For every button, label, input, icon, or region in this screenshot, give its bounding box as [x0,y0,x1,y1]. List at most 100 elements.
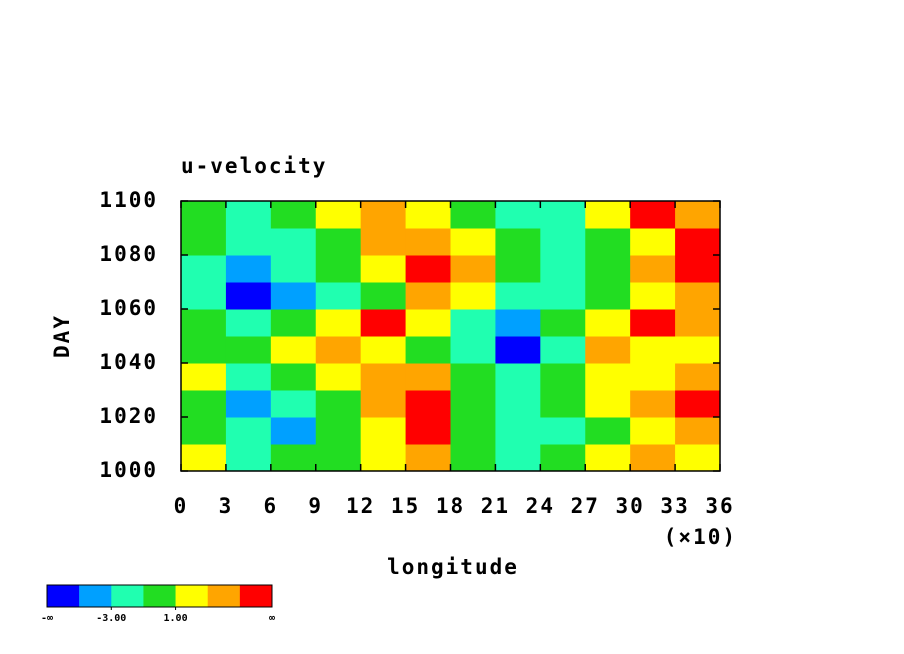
heatmap-cell [181,390,227,418]
heatmap-cell [270,255,317,283]
heatmap-cell [405,363,451,391]
y-tick-label: 1100 [99,188,158,212]
heatmap-cell [585,444,631,472]
heatmap-cell [225,390,272,418]
heatmap-cell [405,255,451,283]
x-tick-label: 6 [264,494,279,518]
heatmap-cell [315,444,362,472]
heatmap-cell [270,390,317,418]
heatmap-cell [181,255,227,283]
heatmap-cell [540,444,586,472]
heatmap-cell [540,282,586,310]
heatmap-cell [675,390,721,418]
heatmap-cell [315,228,362,256]
heatmap-cell [540,309,586,337]
y-tick-label: 1040 [99,350,158,374]
heatmap-cell [360,309,407,337]
heatmap-cell [360,444,407,472]
x-tick-label: 33 [660,494,689,518]
heatmap-cell [270,309,317,337]
heatmap-cell [225,363,272,391]
heatmap-cell [585,201,631,229]
y-tick-label: 1060 [99,296,158,320]
colorbar-frame [46,584,273,608]
x-tick-label: 36 [705,494,734,518]
colorbar-swatch [79,585,112,607]
heatmap-cell [450,282,496,310]
colorbar-swatch [111,585,144,607]
heatmap-cell [270,444,317,472]
heatmap-cell [495,309,541,337]
x-tick-label: 18 [436,494,465,518]
heatmap-cell [225,336,272,364]
heatmap-cell [585,309,631,337]
heatmap-cell [675,282,721,310]
x-axis-label: longitude [387,555,519,579]
x-tick-label: 24 [526,494,555,518]
heatmap-cell [181,228,227,256]
x-tick-label: 21 [481,494,510,518]
heatmap-cell [225,228,272,256]
heatmap-cell [630,336,676,364]
x-tick-label: 15 [391,494,420,518]
heatmap-cell [495,417,541,445]
heatmap-cell [405,228,451,256]
heatmap-cell [181,201,227,229]
heatmap-cell [450,255,496,283]
colorbar-swatch [47,585,80,607]
x-tick-label: 27 [571,494,600,518]
heatmap-cell [315,255,362,283]
heatmap-cell [270,228,317,256]
x-tick-label: 0 [174,494,189,518]
heatmap-cell [315,282,362,310]
heatmap-cell [495,255,541,283]
heatmap-cell [225,417,272,445]
heatmap-cell [315,363,362,391]
heatmap-cell [405,417,451,445]
chart-title: u-velocity [181,154,327,178]
heatmap-cell [405,390,451,418]
heatmap-cell [675,255,721,283]
heatmap-cell [405,444,451,472]
colorbar-swatch [239,585,273,607]
y-tick-label: 1000 [99,458,158,482]
heatmap-cell [540,201,586,229]
heatmap-cell [360,255,407,283]
heatmap-cell [495,228,541,256]
heatmap-cell [630,309,676,337]
heatmap-cell [585,255,631,283]
heatmap-cell [360,363,407,391]
x-tick-label: 30 [616,494,645,518]
heatmap-cell [630,363,676,391]
x-multiplier: (×10) [664,525,737,549]
heatmap-cell [675,363,721,391]
heatmap-cell [540,228,586,256]
heatmap-cell [270,363,317,391]
heatmap-cell [675,228,721,256]
colorbar-label: -∞ [41,613,53,624]
heatmap-cell [270,282,317,310]
heatmap-cell [225,255,272,283]
heatmap-cell [360,336,407,364]
heatmap-cell [225,444,272,472]
heatmap-cell [181,444,227,472]
heatmap-cell [540,336,586,364]
colorbar-label: 1.00 [164,613,188,624]
heatmap-cell [225,309,272,337]
heatmap-cell [585,417,631,445]
heatmap-cell [360,228,407,256]
heatmap-cell [495,282,541,310]
heatmap-cell [405,201,451,229]
heatmap-cell [450,444,496,472]
x-tick-label: 3 [219,494,234,518]
heatmap-cell [450,417,496,445]
heatmap-cell [495,444,541,472]
colorbar-swatch [207,585,241,607]
heatmap-cell [450,228,496,256]
heatmap-cell [181,282,227,310]
heatmap-cell [630,255,676,283]
heatmap-cell [181,309,227,337]
heatmap-cell [675,201,721,229]
heatmap-cell [675,417,721,445]
